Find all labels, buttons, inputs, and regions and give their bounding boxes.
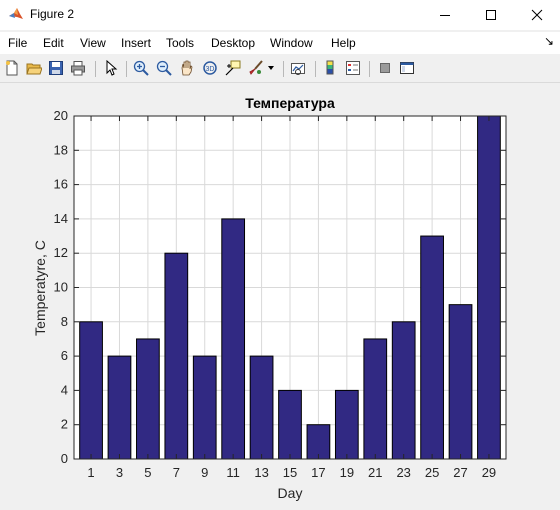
bar[interactable] xyxy=(363,338,388,460)
maximize-icon xyxy=(486,10,496,20)
bar[interactable] xyxy=(221,218,246,460)
svg-text:3D: 3D xyxy=(206,66,215,73)
menu-tools[interactable]: Tools xyxy=(166,36,195,50)
bar[interactable] xyxy=(164,252,189,460)
bar[interactable] xyxy=(391,321,416,460)
x-tick-label: 27 xyxy=(453,465,467,480)
menu-insert[interactable]: Insert xyxy=(121,36,152,50)
x-tick-label: 3 xyxy=(116,465,123,480)
print-icon[interactable] xyxy=(69,59,87,77)
rotate-3d-icon[interactable]: 3D xyxy=(201,59,219,77)
x-tick-label: 5 xyxy=(144,465,151,480)
minimize-icon xyxy=(440,15,450,16)
toolbar-separator xyxy=(126,61,127,77)
bar[interactable] xyxy=(107,355,132,460)
bar[interactable] xyxy=(136,338,160,460)
x-tick-label: 21 xyxy=(368,465,382,480)
x-tick-label: 25 xyxy=(425,465,439,480)
close-icon xyxy=(531,9,543,21)
bar-chart[interactable]: Температура Temperatyre, C Day 024681012… xyxy=(0,83,560,505)
y-tick-label: 20 xyxy=(54,108,68,123)
bar[interactable] xyxy=(477,115,501,460)
brush-icon[interactable] xyxy=(247,59,265,77)
y-tick-label: 6 xyxy=(61,348,68,363)
x-tick-label: 13 xyxy=(254,465,268,480)
close-button[interactable] xyxy=(514,0,560,30)
minimize-button[interactable] xyxy=(422,0,468,30)
title-bar: Figure 2 xyxy=(0,0,560,30)
x-tick-label: 15 xyxy=(283,465,297,480)
menu-file[interactable]: File xyxy=(8,36,28,50)
x-axis-label: Day xyxy=(278,485,303,501)
matlab-logo-icon xyxy=(9,8,23,19)
x-tick-label: 9 xyxy=(201,465,208,480)
menu-edit[interactable]: Edit xyxy=(43,36,64,50)
menu-bar: File Edit View Insert Tools Desktop Wind… xyxy=(0,32,560,54)
y-tick-label: 18 xyxy=(54,142,68,157)
hide-plot-tools-icon[interactable] xyxy=(376,59,394,77)
chart-title: Температура xyxy=(245,95,335,111)
x-tick-label: 7 xyxy=(173,465,180,480)
bar[interactable] xyxy=(448,304,473,460)
bar[interactable] xyxy=(249,355,274,460)
x-tick-label: 23 xyxy=(396,465,410,480)
x-tick-label: 17 xyxy=(311,465,325,480)
new-figure-icon[interactable] xyxy=(3,59,21,77)
open-file-icon[interactable] xyxy=(25,59,43,77)
x-tick-label: 1 xyxy=(87,465,94,480)
window-title: Figure 2 xyxy=(30,7,75,21)
zoom-in-icon[interactable] xyxy=(132,59,150,77)
toolbar-separator xyxy=(315,61,316,77)
save-icon[interactable] xyxy=(47,59,65,77)
y-tick-label: 0 xyxy=(61,451,68,466)
bar[interactable] xyxy=(334,389,359,460)
maximize-button[interactable] xyxy=(468,0,514,30)
bar[interactable] xyxy=(420,235,444,460)
figure-canvas: Температура Temperatyre, C Day 0 2 4 6 8 10 12… xyxy=(0,83,560,505)
y-tick-label: 8 xyxy=(61,314,68,329)
toolbar-separator xyxy=(283,61,284,77)
colorbar-icon[interactable] xyxy=(321,59,339,77)
dock-figure-icon[interactable]: ↘ xyxy=(543,34,554,48)
bar[interactable] xyxy=(79,321,103,460)
bar[interactable] xyxy=(192,355,217,460)
data-cursor-icon[interactable] xyxy=(224,59,242,77)
x-tick-label: 29 xyxy=(482,465,496,480)
y-tick-label: 10 xyxy=(54,280,68,295)
y-tick-label: 12 xyxy=(54,245,68,260)
figure-toolbar: 3D xyxy=(0,56,560,83)
y-tick-label: 16 xyxy=(54,177,68,192)
link-plot-icon[interactable] xyxy=(289,59,307,77)
edit-plot-arrow-icon[interactable] xyxy=(102,59,120,77)
menu-window[interactable]: Window xyxy=(270,36,313,50)
y-axis-label: Temperatyre, C xyxy=(32,240,48,336)
zoom-out-icon[interactable] xyxy=(155,59,173,77)
toolbar-separator xyxy=(369,61,370,77)
toolbar-separator xyxy=(95,61,96,77)
legend-icon[interactable] xyxy=(344,59,362,77)
y-tick-label: 2 xyxy=(61,417,68,432)
x-tick-label: 19 xyxy=(340,465,354,480)
menu-desktop[interactable]: Desktop xyxy=(211,36,256,50)
pan-icon[interactable] xyxy=(178,59,196,77)
bar[interactable] xyxy=(306,424,331,460)
brush-dropdown-icon[interactable] xyxy=(266,59,276,77)
y-tick-label: 4 xyxy=(61,382,68,397)
x-tick-label: 11 xyxy=(226,465,240,480)
menu-view[interactable]: View xyxy=(80,36,106,50)
show-plot-tools-icon[interactable] xyxy=(398,59,416,77)
y-tick-label: 14 xyxy=(54,211,68,226)
menu-help[interactable]: Help xyxy=(331,36,356,50)
bar[interactable] xyxy=(278,389,302,460)
